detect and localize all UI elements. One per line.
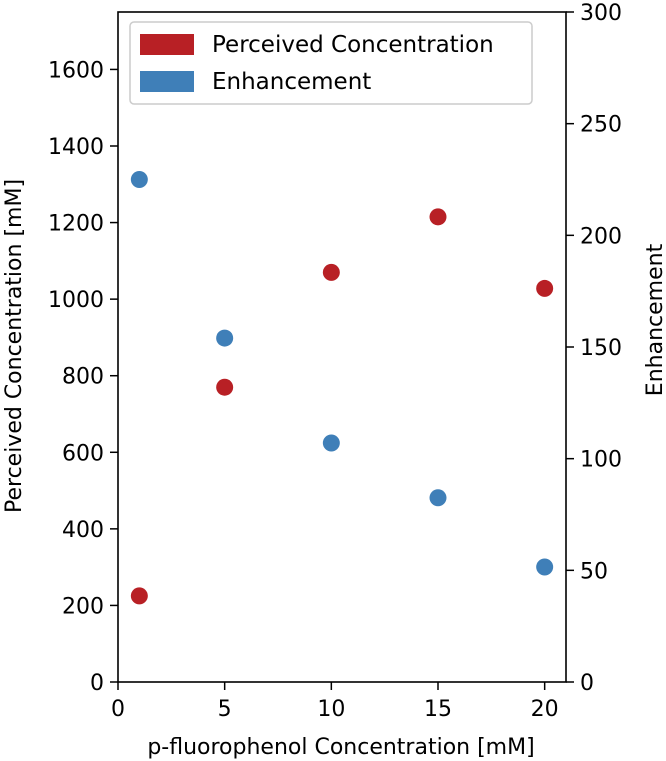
- point-perceived-concentration: [322, 263, 340, 281]
- y-axis-right-title: Enhancement: [643, 243, 666, 396]
- y-tick-label: 1400: [48, 135, 104, 160]
- y-tick-label: 1000: [48, 288, 104, 313]
- x-tick-label: 5: [218, 697, 232, 722]
- y2-tick-label: 0: [580, 671, 594, 696]
- y-axis-left: 0 200 400 600 800 1000 1200 1400 1600: [48, 58, 118, 696]
- legend-swatch-enhancement: [140, 71, 194, 92]
- data-points: [130, 171, 554, 605]
- point-perceived-concentration: [216, 378, 234, 396]
- y2-tick-label: 250: [580, 113, 622, 138]
- legend: Perceived Concentration Enhancement: [129, 21, 533, 105]
- y-tick-label: 0: [90, 671, 104, 696]
- y-tick-label: 600: [62, 441, 104, 466]
- x-tick-label: 20: [531, 697, 559, 722]
- y2-tick-label: 200: [580, 224, 622, 249]
- point-perceived-concentration: [130, 587, 148, 605]
- x-tick-label: 0: [111, 697, 125, 722]
- y-tick-label: 200: [62, 594, 104, 619]
- y2-tick-label: 150: [580, 336, 622, 361]
- x-axis: 0 5 10 15 20: [111, 682, 559, 722]
- y-tick-label: 1600: [48, 58, 104, 83]
- x-tick-label: 10: [317, 697, 345, 722]
- y-tick-label: 400: [62, 518, 104, 543]
- y2-tick-label: 100: [580, 448, 622, 473]
- y-tick-label: 800: [62, 365, 104, 390]
- legend-label-enhancement: Enhancement: [212, 69, 371, 95]
- x-tick-label: 15: [424, 697, 452, 722]
- point-enhancement: [130, 171, 148, 188]
- y2-tick-label: 50: [580, 559, 608, 584]
- point-perceived-concentration: [429, 208, 447, 226]
- point-perceived-concentration: [536, 279, 554, 297]
- legend-label-perceived-concentration: Perceived Concentration: [212, 32, 494, 58]
- point-enhancement: [322, 434, 340, 452]
- point-enhancement: [429, 489, 447, 507]
- y-axis-right: 0 50 100 150 200 250 300: [566, 1, 622, 696]
- point-enhancement: [216, 329, 234, 347]
- x-axis-title: p-fluorophenol Concentration [mM]: [147, 735, 534, 760]
- y-tick-label: 1200: [48, 212, 104, 237]
- legend-box: [129, 21, 533, 105]
- y2-tick-label: 300: [580, 1, 622, 26]
- plot-frame: [117, 11, 567, 683]
- plot-area-border: [117, 11, 567, 683]
- y-axis-left-title: Perceived Concentration [mM]: [2, 179, 27, 513]
- point-enhancement: [536, 558, 554, 576]
- legend-swatch-perceived-concentration: [140, 34, 194, 55]
